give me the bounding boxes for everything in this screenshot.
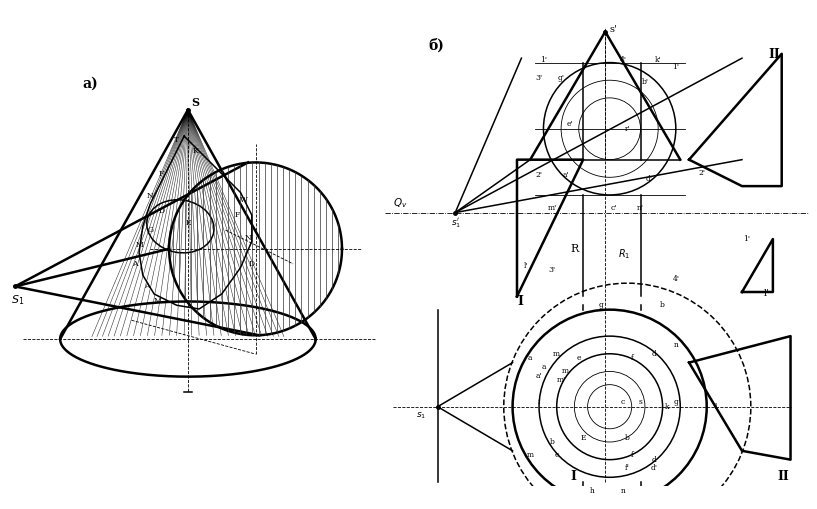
Text: D: D [248, 260, 255, 268]
Text: E: E [580, 434, 586, 442]
Text: b': b' [641, 78, 649, 87]
Text: s': s' [609, 25, 618, 34]
Text: R: R [570, 244, 578, 254]
Text: W: W [240, 196, 248, 204]
Text: a': a' [536, 372, 542, 380]
Text: m: m [553, 350, 560, 358]
Text: d': d' [646, 176, 653, 184]
Text: a: a [541, 363, 546, 371]
Text: f: f [631, 451, 633, 459]
Text: b: b [625, 434, 630, 442]
Text: m': m' [556, 376, 565, 384]
Text: k': k' [655, 56, 662, 64]
Text: $R_1$: $R_1$ [618, 247, 631, 261]
Text: r': r' [624, 125, 630, 133]
Text: 3': 3' [549, 266, 556, 274]
Text: F: F [159, 169, 164, 178]
Text: l': l' [764, 290, 770, 298]
Text: g: g [673, 399, 678, 406]
Text: 2': 2' [536, 171, 542, 179]
Text: A: A [132, 260, 138, 268]
Text: 4': 4' [619, 56, 627, 64]
Text: n: n [673, 341, 678, 349]
Text: I: I [517, 295, 523, 308]
Text: N: N [244, 234, 252, 242]
Text: S: S [192, 97, 199, 108]
Text: 3': 3' [535, 74, 542, 82]
Text: II: II [777, 469, 789, 483]
Text: d: d [651, 456, 656, 464]
Text: 1': 1' [540, 56, 547, 64]
Text: $s_1$: $s_1$ [416, 411, 426, 421]
Text: m': m' [547, 204, 557, 212]
Text: d: d [651, 350, 656, 358]
Text: m: m [527, 451, 534, 459]
Text: I: I [570, 469, 576, 483]
Text: a': a' [562, 171, 569, 179]
Text: M: M [154, 297, 162, 305]
Text: $S_1$: $S_1$ [11, 293, 25, 307]
Text: c: c [621, 399, 625, 406]
Text: II: II [769, 48, 780, 61]
Text: l: l [714, 403, 717, 411]
Text: $s_1'$: $s_1'$ [451, 217, 461, 231]
Text: g: g [598, 301, 603, 309]
Text: A: A [144, 282, 150, 291]
Text: $Q_v$: $Q_v$ [394, 196, 408, 210]
Text: 4': 4' [672, 275, 679, 283]
Text: f': f' [625, 465, 630, 472]
Text: c': c' [611, 204, 618, 212]
Text: M: M [135, 241, 143, 249]
Text: e: e [555, 451, 559, 459]
Text: N: N [147, 192, 154, 200]
Text: n: n [620, 487, 625, 495]
Text: а): а) [83, 76, 98, 90]
Text: m: m [562, 367, 569, 376]
Text: K: K [193, 147, 199, 155]
Text: k: k [665, 403, 669, 411]
Text: a: a [528, 354, 533, 362]
Text: s: s [639, 399, 642, 406]
Text: F: F [234, 211, 239, 219]
Text: e: e [577, 354, 581, 362]
Text: D: D [158, 207, 165, 215]
Text: b: b [550, 438, 555, 446]
Text: d': d' [650, 465, 657, 472]
Text: f: f [631, 354, 633, 362]
Text: 1': 1' [743, 235, 750, 243]
Text: E: E [185, 218, 190, 227]
Text: e': e' [567, 120, 574, 128]
Text: б): б) [429, 38, 444, 52]
Text: T: T [174, 136, 179, 144]
Text: 1': 1' [672, 63, 679, 71]
Text: i: i [538, 399, 540, 406]
Text: n': n' [637, 204, 644, 212]
Text: G: G [147, 226, 154, 234]
Text: l': l' [524, 262, 528, 270]
Text: h: h [590, 487, 595, 495]
Text: 2': 2' [699, 169, 706, 177]
Text: g': g' [558, 74, 565, 82]
Text: b: b [660, 301, 665, 309]
